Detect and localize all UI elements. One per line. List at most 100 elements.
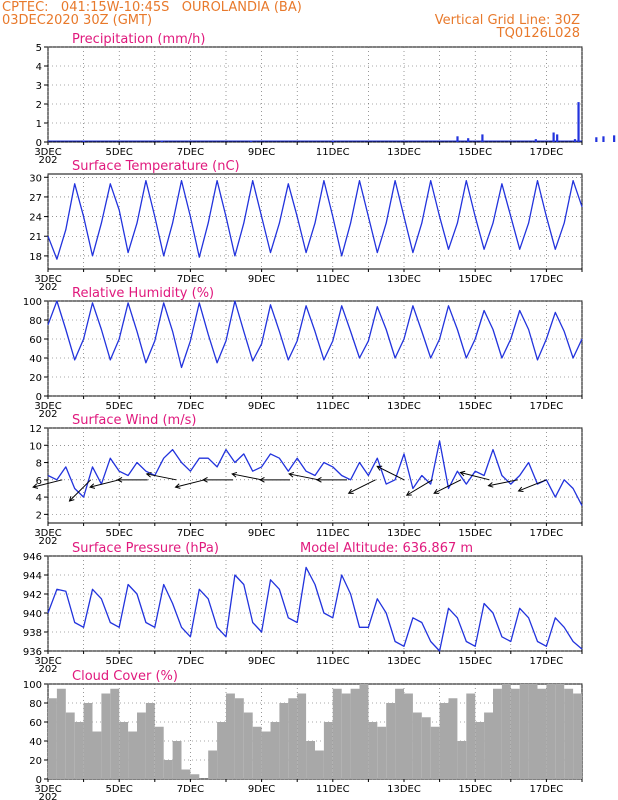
- cloud-bar: [466, 693, 476, 779]
- cloud-bar: [226, 693, 235, 779]
- x-tick-label: 11DEC: [316, 528, 350, 539]
- wind-arrow: [33, 479, 63, 488]
- y-tick-label: 4: [36, 493, 42, 504]
- x-tick-year: 202: [38, 792, 57, 800]
- wind-arrow: [348, 479, 376, 494]
- x-tick-label: 7DEC: [177, 656, 204, 667]
- y-tick-label: 0: [36, 138, 42, 149]
- cloud-bar: [395, 688, 404, 779]
- header-model-id: TQ0126L028: [496, 26, 580, 41]
- wind-arrow-head: [459, 470, 466, 477]
- cloud-bar: [270, 722, 280, 779]
- precip-bar: [82, 141, 85, 142]
- x-tick-label: 17DEC: [530, 274, 564, 285]
- cloud-bar: [573, 693, 582, 779]
- precip-bar: [602, 136, 605, 142]
- cloud-bar: [101, 693, 111, 779]
- cloud-bar: [359, 684, 369, 779]
- panel-title: Surface Temperature (nC): [72, 159, 240, 174]
- x-tick-label: 13DEC: [387, 147, 421, 158]
- y-tick-label: 938: [23, 628, 42, 639]
- y-tick-label: 100: [23, 680, 42, 691]
- panel-1: [44, 46, 616, 145]
- cloud-bar: [528, 684, 538, 779]
- cloud-bar: [501, 684, 511, 779]
- x-tick-label: 11DEC: [316, 147, 350, 158]
- cloud-bar: [163, 760, 173, 779]
- x-tick-year: 202: [38, 536, 57, 547]
- y-tick-label: 80: [29, 699, 42, 710]
- wind-arrow-head: [231, 471, 238, 478]
- cloud-bar: [181, 769, 191, 779]
- cloud-bar: [234, 698, 244, 779]
- x-tick-label: 7DEC: [177, 528, 204, 539]
- cloud-bar: [297, 693, 307, 779]
- y-tick-label: 27: [29, 193, 42, 204]
- wind-arrow-head: [487, 482, 494, 488]
- cloud-bar: [510, 688, 520, 779]
- x-tick-label: 3DEC: [34, 401, 61, 412]
- x-tick-label: 9DEC: [248, 784, 275, 795]
- x-tick-label: 13DEC: [387, 656, 421, 667]
- y-tick-label: 18: [29, 252, 42, 263]
- x-tick-label: 17DEC: [530, 147, 564, 158]
- cloud-bar: [92, 731, 102, 779]
- x-tick-label: 9DEC: [248, 528, 275, 539]
- y-tick-label: 24: [29, 213, 42, 224]
- cloud-bar: [323, 722, 333, 779]
- wind-arrow-head: [315, 476, 322, 483]
- panel-2: [44, 173, 583, 272]
- x-tick-label: 15DEC: [458, 784, 492, 795]
- x-tick-label: 11DEC: [316, 274, 350, 285]
- x-tick-label: 3DEC: [34, 147, 61, 158]
- model-altitude-label: Model Altitude: 636.867 m: [300, 541, 473, 556]
- y-tick-label: 100: [23, 297, 42, 308]
- y-tick-label: 40: [29, 354, 42, 365]
- x-tick-year: 202: [38, 664, 57, 675]
- x-tick-label: 13DEC: [387, 528, 421, 539]
- x-tick-label: 9DEC: [248, 656, 275, 667]
- wind-arrow: [460, 472, 490, 481]
- cloud-bar: [110, 688, 120, 779]
- x-tick-label: 13DEC: [387, 784, 421, 795]
- precip-bar: [331, 141, 334, 142]
- panel-title: Relative Humidity (%): [72, 286, 214, 301]
- cloud-bar: [404, 693, 413, 779]
- wind-arrow: [406, 479, 433, 496]
- y-tick-label: 2: [36, 510, 42, 521]
- x-tick-label: 11DEC: [316, 784, 350, 795]
- precip-bar: [456, 136, 459, 142]
- cloud-bar: [65, 712, 75, 779]
- wind-arrow: [146, 473, 177, 481]
- y-tick-label: 20: [29, 756, 42, 767]
- cloud-bar: [145, 703, 155, 779]
- x-tick-label: 15DEC: [458, 656, 492, 667]
- cloud-bar: [119, 722, 129, 779]
- wind-arrow: [433, 479, 462, 494]
- panel-6: [44, 683, 583, 782]
- y-tick-label: 8: [36, 459, 42, 470]
- wind-arrow-head: [116, 476, 123, 483]
- x-tick-label: 9DEC: [248, 274, 275, 285]
- cloud-bar: [332, 688, 342, 779]
- y-tick-label: 0: [36, 392, 42, 403]
- panel-4: [32, 427, 583, 526]
- panel-frame: [47, 300, 583, 397]
- cloud-bar: [555, 684, 565, 779]
- wind-arrow: [232, 473, 262, 481]
- x-tick-label: 5DEC: [106, 147, 133, 158]
- y-tick-label: 940: [23, 609, 42, 620]
- panel-title: Surface Wind (m/s): [72, 413, 196, 428]
- cloud-bar: [74, 722, 84, 779]
- x-tick-label: 3DEC: [34, 784, 61, 795]
- y-tick-label: 60: [29, 335, 42, 346]
- x-tick-label: 17DEC: [530, 528, 564, 539]
- x-tick-year: 202: [38, 282, 57, 293]
- header-run-time: 03DEC2020 30Z (GMT): [2, 13, 153, 28]
- cloud-bar: [457, 741, 467, 779]
- x-tick-label: 13DEC: [387, 274, 421, 285]
- x-tick-label: 7DEC: [177, 784, 204, 795]
- y-tick-label: 0: [36, 775, 42, 786]
- x-tick-label: 15DEC: [458, 147, 492, 158]
